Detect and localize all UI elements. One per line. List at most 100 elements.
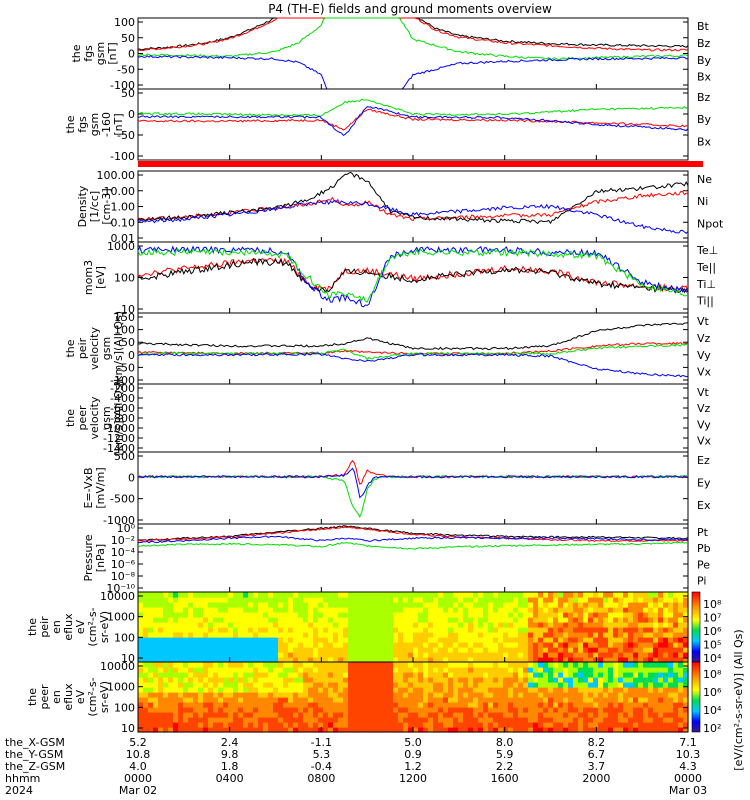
spectrogram-cell [358, 617, 364, 623]
spectrogram-cell [338, 622, 344, 628]
spectrogram-cell [223, 667, 229, 673]
spectrogram-cell [273, 682, 279, 688]
spectrogram-cell [278, 722, 284, 728]
spectrogram-cell [183, 657, 189, 663]
spectrogram-cell [398, 647, 404, 653]
spectrogram-cell [473, 667, 479, 673]
spectrogram-cell [338, 632, 344, 638]
spectrogram-cell [148, 632, 154, 638]
spectrogram-cell [453, 667, 459, 673]
spectrogram-cell [613, 642, 619, 648]
spectrogram-cell [158, 722, 164, 728]
spectrogram-cell [198, 712, 204, 718]
colorbar-tick-label: 10⁵ [703, 639, 721, 652]
spectrogram-cell [178, 607, 184, 613]
spectrogram-cell [213, 697, 219, 703]
spectrogram-cell [518, 707, 524, 713]
spectrogram-cell [553, 647, 559, 653]
spectrogram-cell [258, 712, 264, 718]
spectrogram-cell [528, 612, 534, 618]
spectrogram-cell [663, 627, 669, 633]
spectrogram-cell [668, 602, 674, 608]
spectrogram-cell [373, 612, 379, 618]
spectrogram-cell [313, 682, 319, 688]
spectrogram-cell [443, 642, 449, 648]
spectrogram-cell [593, 622, 599, 628]
spectrogram-cell [573, 692, 579, 698]
spectrogram-cell [333, 632, 339, 638]
spectrogram-cell [518, 687, 524, 693]
spectrogram-cell [358, 627, 364, 633]
spectrogram-cell [518, 607, 524, 613]
spectrogram-cell [278, 597, 284, 603]
spectrogram-cell [363, 622, 369, 628]
spectrogram-cell [643, 707, 649, 713]
spectrogram-cell [543, 632, 549, 638]
y-tick-label: 1.00 [111, 201, 136, 214]
spectrogram-cell [408, 652, 414, 658]
spectrogram-cell [573, 617, 579, 623]
spectrogram-cell [453, 692, 459, 698]
spectrogram-cell [313, 617, 319, 623]
time-row-label: hhmm [5, 772, 40, 785]
spectrogram-cell [463, 682, 469, 688]
spectrogram-cell [318, 642, 324, 648]
spectrogram-cell [653, 722, 659, 728]
spectrogram-cell [288, 627, 294, 633]
spectrogram-cell [428, 722, 434, 728]
spectrogram-cell [613, 682, 619, 688]
spectrogram-cell [398, 657, 404, 663]
spectrogram-cell [558, 717, 564, 723]
spectrogram-cell [213, 727, 219, 733]
spectrogram-cell [538, 657, 544, 663]
spectrogram-cell [243, 672, 249, 678]
spectrogram-cell [308, 607, 314, 613]
spectrogram-cell [488, 642, 494, 648]
y-tick-label: -500 [110, 493, 135, 506]
series-line-bt [137, 17, 689, 51]
spectrogram-cell [413, 692, 419, 698]
spectrogram-cell [628, 657, 634, 663]
spectrogram-cell [163, 707, 169, 713]
spectrogram-cell [233, 607, 239, 613]
spectrogram-cell [333, 672, 339, 678]
spectrogram-cell [143, 692, 149, 698]
spectrogram-cell [638, 722, 644, 728]
spectrogram-cell [663, 662, 669, 668]
spectrogram-cell [238, 612, 244, 618]
spectrogram-cell [138, 722, 144, 728]
spectrogram-cell [188, 612, 194, 618]
spectrogram-cell [668, 637, 674, 643]
spectrogram-cell [568, 597, 574, 603]
spectrogram-cell [463, 692, 469, 698]
spectrogram-cell [408, 677, 414, 683]
spectrogram-cell [363, 627, 369, 633]
spectrogram-cell [173, 607, 179, 613]
spectrogram-cell [603, 682, 609, 688]
spectrogram-cell [238, 662, 244, 668]
spectrogram-cell [643, 672, 649, 678]
spectrogram-cell [478, 637, 484, 643]
spectrogram-cell [503, 727, 509, 733]
spectrogram-cell [533, 712, 539, 718]
spectrogram-cell [248, 697, 254, 703]
spectrogram-cell [383, 657, 389, 663]
spectrogram-cell [428, 612, 434, 618]
spectrogram-cell [443, 637, 449, 643]
spectrogram-cell [443, 677, 449, 683]
spectrogram-cell [433, 607, 439, 613]
spectrogram-cell [143, 657, 149, 663]
spectrogram-cell [493, 617, 499, 623]
spectrogram-cell [558, 607, 564, 613]
spectrogram-cell [378, 607, 384, 613]
legend-entry: Vt [697, 386, 710, 399]
spectrogram-cell [203, 602, 209, 608]
spectrogram-cell [398, 687, 404, 693]
spectrogram-cell [468, 727, 474, 733]
spectrogram-cell [248, 717, 254, 723]
spectrogram-cell [368, 612, 374, 618]
spectrogram-cell [233, 657, 239, 663]
spectrogram-cell [613, 607, 619, 613]
spectrogram-cell [658, 642, 664, 648]
spectrogram-cell [498, 672, 504, 678]
